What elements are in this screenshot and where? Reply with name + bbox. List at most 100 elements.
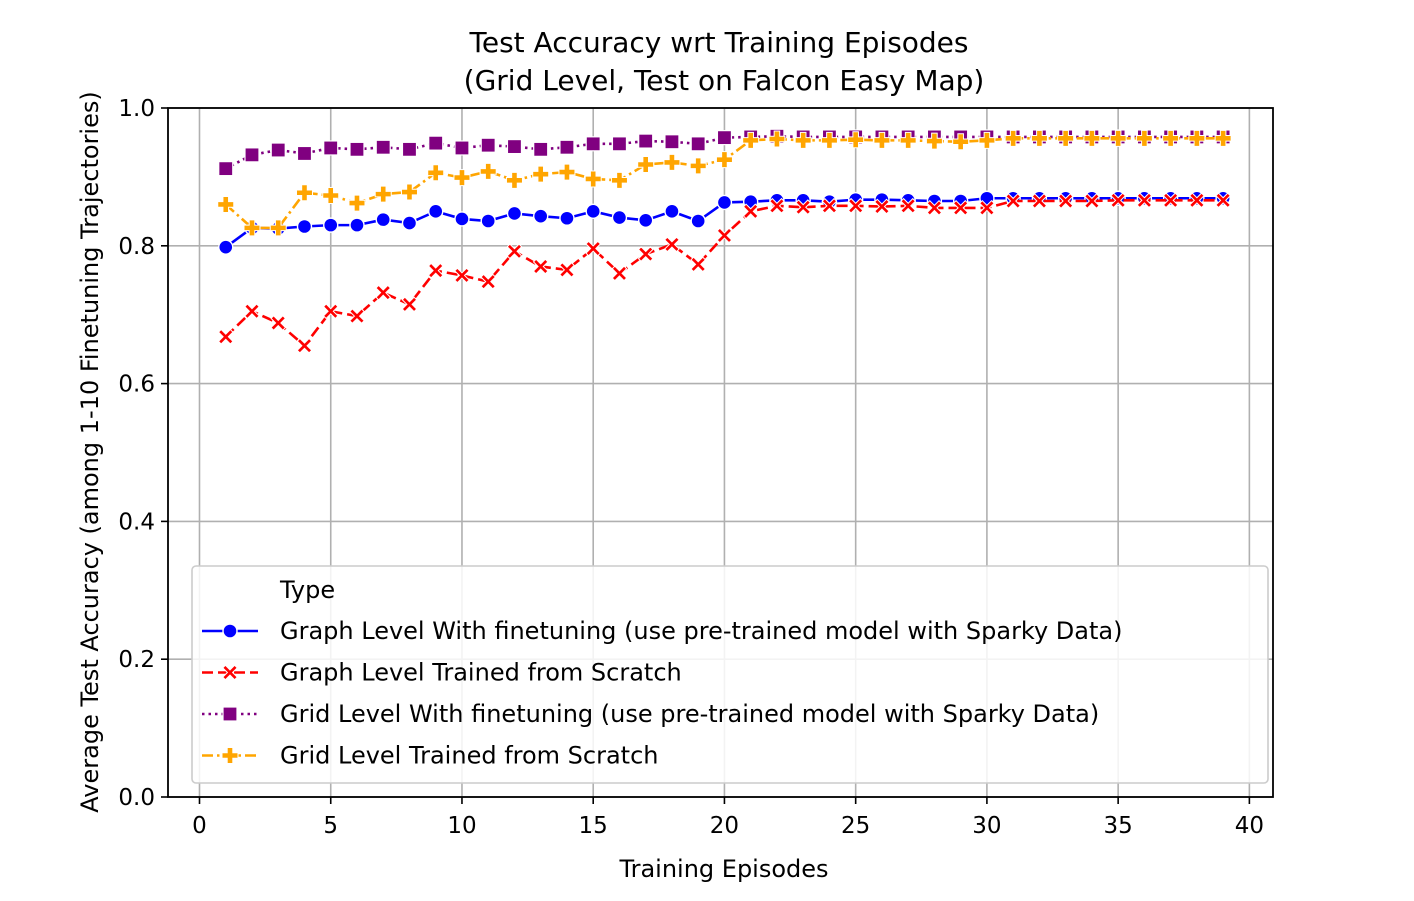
data-point xyxy=(1031,193,1048,209)
data-point xyxy=(349,217,365,233)
data-point xyxy=(1057,129,1075,147)
data-point xyxy=(952,133,970,151)
x-tick-label: 5 xyxy=(323,813,338,839)
data-point xyxy=(1057,193,1074,209)
data-point xyxy=(454,211,470,227)
data-point xyxy=(270,142,286,158)
data-point xyxy=(506,138,523,155)
data-point xyxy=(1136,192,1153,209)
data-point xyxy=(323,140,339,156)
data-point xyxy=(690,213,706,229)
legend-title: Type xyxy=(279,576,335,604)
data-point xyxy=(428,135,444,151)
data-point xyxy=(269,219,287,237)
data-point xyxy=(428,203,444,220)
data-point xyxy=(638,133,654,149)
x-tick-label: 10 xyxy=(447,813,476,839)
data-point xyxy=(323,217,339,233)
legend-label: Graph Level Trained from Scratch xyxy=(280,659,682,687)
x-tick-label: 20 xyxy=(710,813,739,839)
x-tick-label: 40 xyxy=(1235,813,1264,839)
data-point xyxy=(585,136,601,152)
data-point xyxy=(715,151,733,169)
x-tick-label: 35 xyxy=(1104,813,1133,839)
data-point xyxy=(689,157,707,175)
data-point xyxy=(1083,193,1100,209)
data-point xyxy=(480,213,496,229)
data-point xyxy=(480,273,497,290)
y-tick-label: 0.6 xyxy=(118,372,155,398)
data-point xyxy=(664,134,680,150)
data-point xyxy=(900,197,917,214)
data-point xyxy=(768,130,786,148)
x-tick-label: 25 xyxy=(841,813,870,839)
data-point xyxy=(611,136,628,152)
data-point xyxy=(244,303,260,320)
data-point xyxy=(532,258,549,275)
legend-entry: Grid Level Trained from Scratch xyxy=(202,742,659,770)
data-point xyxy=(533,208,549,224)
data-point xyxy=(1030,129,1048,147)
x-axis-label: Training Episodes xyxy=(618,855,828,883)
data-point xyxy=(1188,129,1206,147)
data-point xyxy=(742,203,759,220)
data-point xyxy=(348,194,366,212)
data-point xyxy=(506,243,523,260)
data-point xyxy=(664,236,680,253)
data-point xyxy=(374,185,392,203)
legend-entry: Grid Level With finetuning (use pre-trai… xyxy=(202,700,1099,728)
data-point xyxy=(506,205,523,222)
data-point xyxy=(926,199,943,216)
data-point xyxy=(1110,192,1127,209)
data-point xyxy=(847,131,865,149)
data-point xyxy=(559,139,575,155)
data-point xyxy=(295,184,313,202)
legend-box xyxy=(191,565,1269,784)
data-point xyxy=(296,145,313,162)
data-point xyxy=(349,141,365,157)
data-point xyxy=(322,187,340,205)
data-point xyxy=(453,169,471,187)
data-point xyxy=(952,199,969,216)
data-point xyxy=(217,195,235,213)
data-point xyxy=(821,197,838,214)
data-point xyxy=(401,215,418,231)
data-point xyxy=(716,194,733,211)
y-tick-label: 0.8 xyxy=(118,234,155,260)
data-point xyxy=(222,623,238,639)
data-point xyxy=(1083,129,1101,147)
data-point xyxy=(270,315,287,331)
legend-label: Graph Level With finetuning (use pre-tra… xyxy=(280,617,1122,645)
data-point xyxy=(1162,192,1179,209)
data-point xyxy=(637,212,654,229)
y-tick-label: 0.2 xyxy=(118,647,155,673)
data-point xyxy=(559,210,575,226)
data-point xyxy=(454,267,470,284)
data-point xyxy=(1162,129,1180,147)
data-point xyxy=(479,162,497,180)
data-point xyxy=(585,240,602,257)
plot-frame xyxy=(167,107,1274,798)
data-point xyxy=(454,140,470,156)
x-tick-label: 0 xyxy=(192,813,207,839)
data-point xyxy=(427,164,445,182)
series-layer xyxy=(217,128,1232,354)
data-point xyxy=(505,171,523,189)
data-point xyxy=(480,137,496,153)
data-point xyxy=(222,706,238,722)
legend-label: Grid Level Trained from Scratch xyxy=(280,742,659,770)
y-tick-label: 0.0 xyxy=(118,785,155,811)
legend: Type Graph Level With finetuning (use pre… xyxy=(191,565,1269,784)
data-point xyxy=(637,155,655,173)
y-tick-label: 1.0 xyxy=(118,96,155,122)
legend-label: Grid Level With finetuning (use pre-trai… xyxy=(280,700,1099,728)
data-point xyxy=(585,203,601,220)
data-point xyxy=(1004,129,1022,147)
series-group xyxy=(217,129,1232,237)
data-point xyxy=(716,130,733,146)
data-point xyxy=(218,161,234,177)
data-point xyxy=(559,262,575,278)
legend-entry: Graph Level With finetuning (use pre-tra… xyxy=(202,617,1122,645)
data-point xyxy=(322,303,339,320)
chart-subtitle: (Grid Level, Test on Falcon Easy Map) xyxy=(464,64,985,97)
